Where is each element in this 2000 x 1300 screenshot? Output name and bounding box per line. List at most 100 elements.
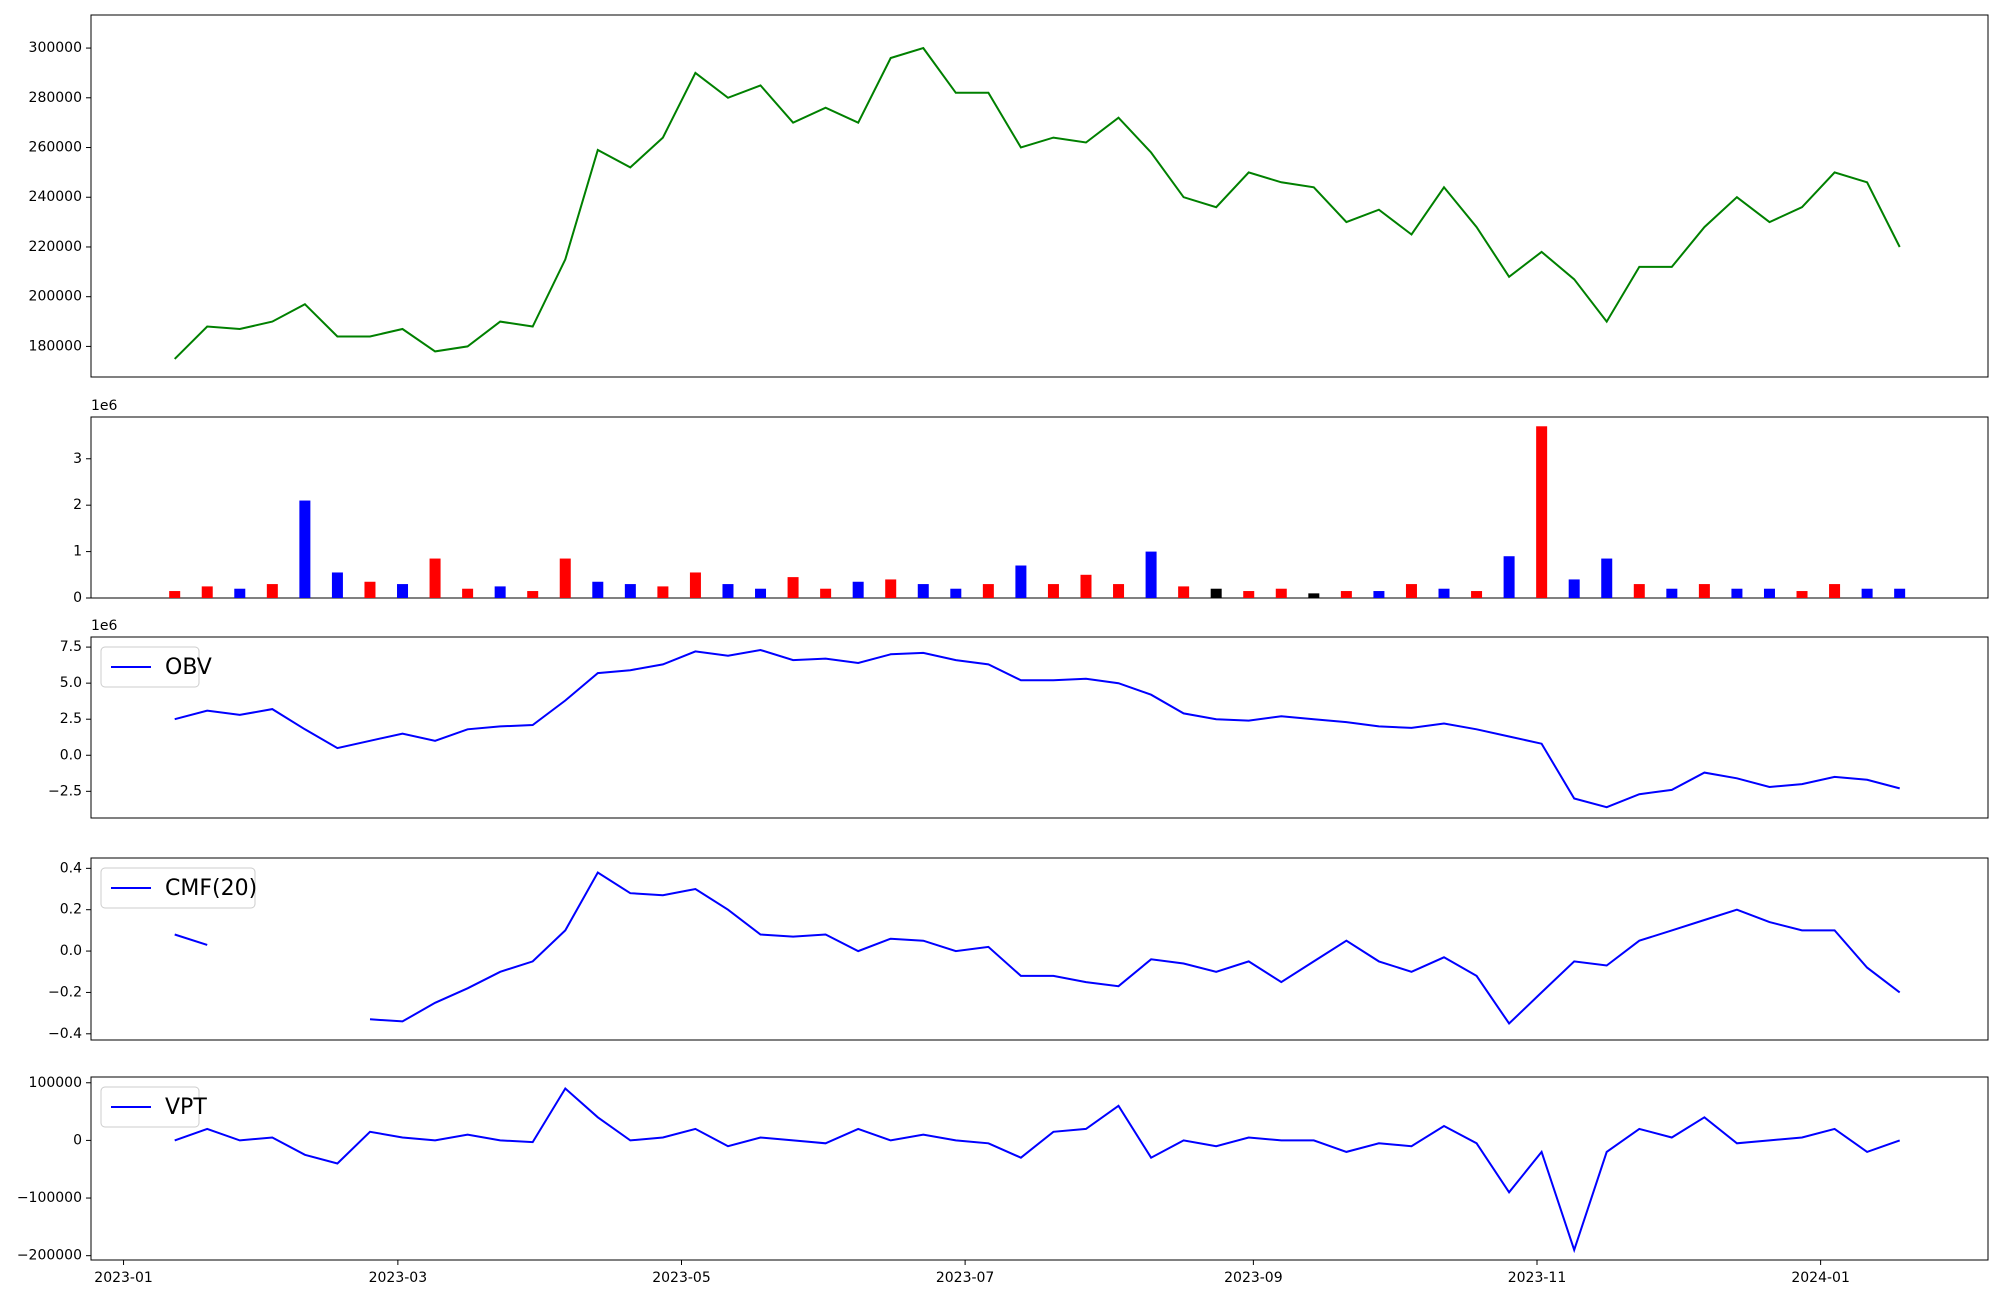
volume-bar	[1731, 588, 1743, 598]
axis-offset-label: 1e6	[91, 618, 118, 634]
y-tick-label: −200000	[17, 1248, 82, 1264]
series-line	[174, 648, 1900, 809]
plot-frame	[90, 1076, 1989, 1261]
volume-bar	[234, 588, 246, 598]
y-tick-label: −0.4	[48, 1026, 82, 1042]
volume-bar	[592, 581, 604, 598]
y-tick-label: 2	[73, 497, 82, 513]
volume-bar	[1275, 588, 1287, 598]
y-tick-label: 0.0	[60, 747, 82, 763]
volume-bar	[494, 586, 506, 598]
volume-bar	[657, 586, 669, 598]
x-tick-label: 2023-11	[1508, 1270, 1567, 1286]
x-tick-label: 2023-07	[936, 1270, 995, 1286]
y-tick-label: −100000	[17, 1190, 82, 1206]
legend: VPT	[100, 1086, 207, 1128]
volume-bar	[1666, 588, 1678, 598]
volume-bar	[169, 591, 181, 598]
volume-bar	[1829, 584, 1841, 598]
volume-bar	[852, 581, 864, 598]
volume-bar	[1698, 584, 1710, 598]
y-tick-label: 5.0	[60, 675, 82, 691]
y-tick-label: 1	[73, 544, 82, 560]
volume-bar	[624, 584, 636, 598]
y-tick-label: 7.5	[60, 639, 82, 655]
legend-label: CMF(20)	[165, 876, 257, 901]
y-tick-label: 0	[73, 590, 82, 606]
legend-label: OBV	[165, 655, 212, 680]
volume-bar	[1601, 558, 1613, 598]
y-tick-label: 0.0	[60, 943, 82, 959]
y-tick-label: 0.4	[60, 860, 82, 876]
volume-bar	[917, 584, 929, 598]
volume-bar	[1796, 591, 1808, 598]
legend-box	[100, 867, 256, 909]
series-line	[173, 46, 1901, 360]
x-tick-label: 2023-03	[369, 1270, 428, 1286]
volume-bar	[1243, 591, 1255, 598]
series-line	[174, 1086, 1901, 1254]
y-tick-label: 300000	[29, 40, 82, 56]
plot-frame	[90, 416, 1989, 599]
volume-bar	[1861, 588, 1873, 598]
y-tick-label: 180000	[29, 338, 82, 354]
y-tick-label: 2.5	[60, 711, 82, 727]
volume-bar	[1210, 588, 1222, 598]
volume-bar	[787, 577, 799, 598]
volume-bar	[1894, 588, 1906, 598]
volume-bar	[1503, 556, 1515, 598]
volume-bar	[364, 581, 376, 598]
volume-bar	[722, 584, 734, 598]
volume-bar	[1340, 591, 1352, 598]
x-tick-label: 2023-09	[1224, 1270, 1283, 1286]
volume-bar	[1178, 586, 1190, 598]
x-tick-label: 2024-01	[1791, 1270, 1850, 1286]
y-tick-label: 0.2	[60, 902, 82, 918]
volume-bar	[331, 572, 343, 598]
x-tick-label: 2023-01	[94, 1270, 153, 1286]
volume-bar	[950, 588, 962, 598]
y-tick-label: −0.2	[48, 984, 82, 1000]
volume-bar	[201, 586, 213, 598]
series-line	[174, 871, 1901, 1026]
volume-bar	[559, 558, 571, 598]
volume-bar	[1047, 584, 1059, 598]
volume-bar	[1113, 584, 1125, 598]
volume-bar	[299, 500, 311, 598]
legend-label: VPT	[165, 1095, 207, 1120]
volume-bar	[397, 584, 409, 598]
volume-bar	[885, 579, 897, 598]
volume-bar	[689, 572, 701, 598]
plot-frame	[90, 636, 1989, 819]
legend: CMF(20)	[100, 867, 257, 909]
volume-bar	[1405, 584, 1417, 598]
volume-bar	[755, 588, 767, 598]
volume-bar	[982, 584, 994, 598]
y-tick-label: 220000	[29, 239, 82, 255]
x-tick-label: 2023-05	[652, 1270, 711, 1286]
y-tick-label: 100000	[29, 1075, 82, 1091]
y-tick-label: 260000	[29, 140, 82, 156]
volume-bar	[1633, 584, 1645, 598]
legend: OBV	[100, 646, 212, 688]
volume-bar	[1438, 588, 1450, 598]
volume-bar	[1015, 565, 1027, 598]
axis-offset-label: 1e6	[91, 398, 118, 414]
volume-bar	[266, 584, 278, 598]
volume-bar	[1373, 591, 1385, 598]
volume-bar	[1080, 574, 1092, 598]
volume-bar	[1763, 588, 1775, 598]
y-tick-label: −2.5	[48, 783, 82, 799]
volume-bar	[1308, 593, 1320, 598]
plot-frame	[90, 857, 1989, 1041]
y-tick-label: 200000	[29, 289, 82, 305]
volume-bar	[527, 591, 539, 598]
volume-bar	[1471, 591, 1483, 598]
y-tick-label: 0	[73, 1132, 82, 1148]
volume-bar	[429, 558, 441, 598]
volume-bar	[462, 588, 474, 598]
volume-bar	[820, 588, 832, 598]
y-tick-label: 3	[73, 451, 82, 467]
y-tick-label: 280000	[29, 90, 82, 106]
